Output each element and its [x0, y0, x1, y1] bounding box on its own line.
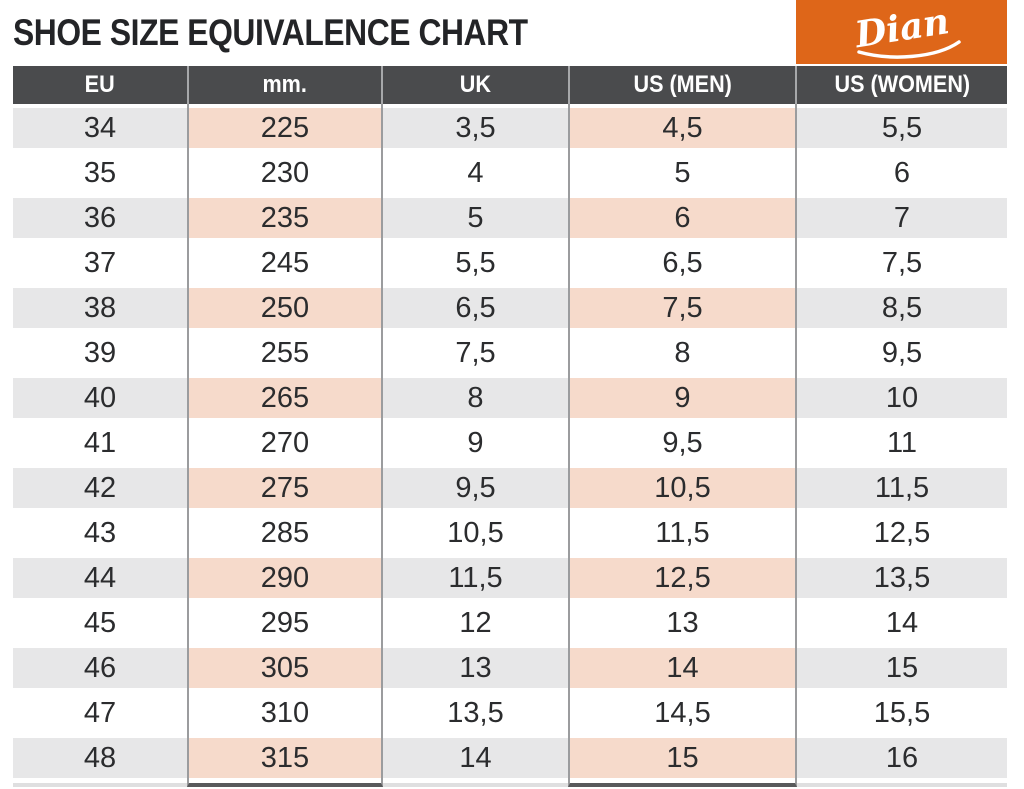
cell-eu-row-10: 43: [13, 513, 187, 553]
column-eu: EU 34 35 36 37 38 39 40 41 42 43 44 45 46 47 48: [13, 66, 187, 787]
cell-uk-row-12: 12: [383, 603, 568, 643]
header-label-us_women: US (WOMEN): [834, 71, 970, 98]
cell-us_women-row-11: 13,5: [797, 558, 1007, 598]
cell-us_men-row-6: 8: [570, 333, 795, 373]
cell-uk-row-13: 13: [383, 648, 568, 688]
cell-mm-row-1: 225: [189, 108, 381, 148]
cell-uk-row-1: 3,5: [383, 108, 568, 148]
cell-mm-row-14: 310: [189, 693, 381, 733]
column-uk: UK 3,5 4 5 5,5 6,5 7,5 8 9 9,5 10,5 11,5 12 13 13,5 14: [383, 66, 568, 787]
cell-us_women-row-4: 7,5: [797, 243, 1007, 283]
cell-eu-row-3: 36: [13, 198, 187, 238]
header-cell-us_men: US (MEN): [568, 66, 797, 104]
cell-uk-row-15: 14: [383, 738, 568, 778]
cell-mm-row-4: 245: [189, 243, 381, 283]
header-label-uk: UK: [459, 71, 492, 98]
header-label-us_men: US (MEN): [633, 71, 732, 98]
cell-us_men-row-2: 5: [570, 153, 795, 193]
cell-us_men-row-10: 11,5: [570, 513, 795, 553]
cell-mm-row-9: 275: [189, 468, 381, 508]
cell-eu-row-2: 35: [13, 153, 187, 193]
cell-uk-row-4: 5,5: [383, 243, 568, 283]
cell-eu-row-1: 34: [13, 108, 187, 148]
cell-eu-row-5: 38: [13, 288, 187, 328]
cell-us_women-row-15: 16: [797, 738, 1007, 778]
cell-mm-row-7: 265: [189, 378, 381, 418]
cell-mm-row-11: 290: [189, 558, 381, 598]
header-cell-eu: EU: [13, 66, 187, 104]
cell-us_women-row-5: 8,5: [797, 288, 1007, 328]
cell-us_women-row-1: 5,5: [797, 108, 1007, 148]
cell-mm-row-5: 250: [189, 288, 381, 328]
column-mm: mm. 225 230 235 245 250 255 265 270 275 285 290 295 3…: [187, 66, 383, 787]
cell-eu-row-9: 42: [13, 468, 187, 508]
cell-us_men-row-5: 7,5: [570, 288, 795, 328]
cell-mm-row-3: 235: [189, 198, 381, 238]
cell-us_men-row-14: 14,5: [570, 693, 795, 733]
cell-eu-row-8: 41: [13, 423, 187, 463]
cell-us_men-row-8: 9,5: [570, 423, 795, 463]
cell-eu-row-14: 47: [13, 693, 187, 733]
cell-us_men-row-11: 12,5: [570, 558, 795, 598]
cell-uk-row-9: 9,5: [383, 468, 568, 508]
brand-logo-box: Dian: [796, 0, 1007, 64]
cell-us_men-row-13: 14: [570, 648, 795, 688]
cell-mm-row-2: 230: [189, 153, 381, 193]
cell-us_women-row-14: 15,5: [797, 693, 1007, 733]
cell-us_men-row-15: 15: [570, 738, 795, 778]
cell-eu-row-15: 48: [13, 738, 187, 778]
cell-us_men-row-3: 6: [570, 198, 795, 238]
cell-us_women-row-12: 14: [797, 603, 1007, 643]
cell-uk-row-7: 8: [383, 378, 568, 418]
top-band: SHOE SIZE EQUIVALENCE CHART Dian: [0, 0, 1024, 65]
cell-mm-row-13: 305: [189, 648, 381, 688]
cell-us_women-row-9: 11,5: [797, 468, 1007, 508]
cell-eu-row-11: 44: [13, 558, 187, 598]
cell-mm-row-8: 270: [189, 423, 381, 463]
cell-uk-row-11: 11,5: [383, 558, 568, 598]
cell-us_men-row-1: 4,5: [570, 108, 795, 148]
cell-eu-row-7: 40: [13, 378, 187, 418]
cell-mm-row-15: 315: [189, 738, 381, 778]
header-label-eu: EU: [84, 71, 116, 98]
cell-us_men-row-4: 6,5: [570, 243, 795, 283]
cell-us_men-row-7: 9: [570, 378, 795, 418]
cell-uk-row-8: 9: [383, 423, 568, 463]
header-cell-uk: UK: [383, 66, 568, 104]
cell-us_women-row-13: 15: [797, 648, 1007, 688]
page-title: SHOE SIZE EQUIVALENCE CHART: [13, 12, 528, 53]
cell-us_women-row-3: 7: [797, 198, 1007, 238]
cell-us_women-row-8: 11: [797, 423, 1007, 463]
cell-uk-row-3: 5: [383, 198, 568, 238]
cell-uk-row-5: 6,5: [383, 288, 568, 328]
cell-mm-row-12: 295: [189, 603, 381, 643]
brand-name-text: Dian: [851, 0, 952, 56]
cell-uk-row-2: 4: [383, 153, 568, 193]
header-cell-us_women: US (WOMEN): [797, 66, 1007, 104]
column-us_men: US (MEN) 4,5 5 6 6,5 7,5 8 9 9,5 10,5 11,5 12,5 13 14…: [568, 66, 797, 787]
logo-underline-flourish: [857, 40, 961, 59]
cell-us_women-row-10: 12,5: [797, 513, 1007, 553]
cell-eu-row-12: 45: [13, 603, 187, 643]
cell-mm-row-10: 285: [189, 513, 381, 553]
cell-us_women-row-2: 6: [797, 153, 1007, 193]
cell-eu-row-4: 37: [13, 243, 187, 283]
cell-uk-row-10: 10,5: [383, 513, 568, 553]
cell-eu-row-13: 46: [13, 648, 187, 688]
cell-uk-row-6: 7,5: [383, 333, 568, 373]
cell-us_women-row-6: 9,5: [797, 333, 1007, 373]
column-us_women: US (WOMEN) 5,5 6 7 7,5 8,5 9,5 10 11 11,5 12,5 13,5…: [797, 66, 1007, 787]
cell-us_women-row-7: 10: [797, 378, 1007, 418]
header-label-mm: mm.: [262, 71, 308, 98]
cell-us_men-row-12: 13: [570, 603, 795, 643]
cell-uk-row-14: 13,5: [383, 693, 568, 733]
cell-eu-row-6: 39: [13, 333, 187, 373]
header-cell-mm: mm.: [187, 66, 383, 104]
cell-us_men-row-9: 10,5: [570, 468, 795, 508]
size-table: EU 34 35 36 37 38 39 40 41 42 43 44 45 46 47 48 mm. 225 23…: [13, 66, 1007, 787]
cell-mm-row-6: 255: [189, 333, 381, 373]
dian-logo-icon: Dian: [851, 0, 961, 59]
